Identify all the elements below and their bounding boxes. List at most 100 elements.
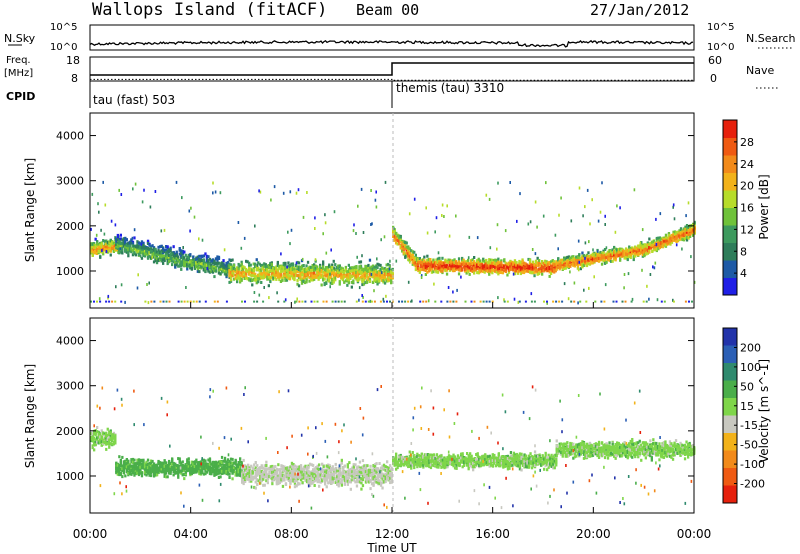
power-cell xyxy=(588,255,592,259)
power-cell xyxy=(220,270,224,274)
power-cell xyxy=(557,257,560,261)
power-cell xyxy=(155,261,159,265)
power-cell xyxy=(121,241,124,245)
power-cell xyxy=(311,264,314,267)
velocity-cell xyxy=(105,447,108,451)
power-cell xyxy=(358,260,361,264)
power-cell xyxy=(346,273,349,277)
power-cell xyxy=(99,244,102,248)
power-cell xyxy=(408,256,411,260)
power-cell xyxy=(287,274,290,278)
power-cell xyxy=(488,269,491,273)
power-cell xyxy=(223,265,227,269)
power-cell xyxy=(184,259,187,263)
power-cell xyxy=(418,267,421,271)
power-cell-ground xyxy=(322,300,325,303)
power-cell xyxy=(91,245,94,249)
power-cell xyxy=(178,247,181,250)
power-cell xyxy=(319,263,322,267)
power-cell xyxy=(237,270,240,274)
power-cell-ground xyxy=(313,300,316,303)
power-cell xyxy=(489,266,492,270)
power-cell xyxy=(246,270,249,273)
velocity-cell xyxy=(96,426,99,429)
power-cell-ground xyxy=(464,300,467,303)
power-cell xyxy=(619,251,622,255)
power-cell xyxy=(664,243,668,247)
power-cell xyxy=(666,241,669,245)
power-cell xyxy=(421,266,424,269)
power-cell xyxy=(654,247,657,251)
power-cell xyxy=(414,268,417,272)
power-cell xyxy=(359,260,363,264)
power-cell xyxy=(313,277,316,281)
power-cell xyxy=(461,258,464,262)
power-cell xyxy=(266,270,269,274)
power-cell xyxy=(143,249,147,253)
power-cell xyxy=(299,275,302,279)
power-cell xyxy=(388,265,391,269)
power-cell xyxy=(439,261,443,265)
power-cell xyxy=(462,261,465,265)
power-cell xyxy=(323,270,326,274)
power-cell xyxy=(670,240,674,244)
power-cell xyxy=(474,263,477,267)
power-cell-sparse xyxy=(577,268,580,272)
power-cell xyxy=(402,240,405,244)
power-cell xyxy=(365,265,369,268)
power-cell xyxy=(160,254,163,258)
power-cell-sparse xyxy=(586,188,589,192)
power-cell-ground xyxy=(470,300,473,303)
power-cell xyxy=(90,251,93,255)
power-cell xyxy=(503,265,506,269)
power-cell-ground xyxy=(585,300,588,303)
power-cell xyxy=(379,276,382,280)
power-cell-ground xyxy=(425,300,428,303)
power-cell xyxy=(675,240,678,243)
velocity-cell xyxy=(136,471,139,475)
power-cell xyxy=(119,237,122,241)
power-cell xyxy=(232,269,236,273)
power-cell-sparse xyxy=(329,285,331,289)
power-cell xyxy=(563,264,566,268)
power-cell xyxy=(278,264,281,268)
power-cell xyxy=(418,270,421,274)
power-cell-sparse xyxy=(325,251,328,255)
power-cell xyxy=(319,265,322,269)
power-cell xyxy=(450,267,453,271)
power-cell xyxy=(306,273,310,277)
power-cell xyxy=(564,266,567,270)
power-cell xyxy=(667,237,671,241)
power-cell xyxy=(459,262,462,266)
power-cell xyxy=(308,265,311,269)
power-cell xyxy=(223,272,227,276)
power-cell xyxy=(536,270,539,274)
power-cell-sparse xyxy=(536,225,538,229)
velocity-cell xyxy=(125,470,128,474)
power-cell xyxy=(229,271,233,275)
power-cell-sparse xyxy=(452,290,454,294)
power-cell xyxy=(405,251,408,255)
power-cell xyxy=(248,269,251,273)
power-cell xyxy=(90,249,93,253)
velocity-cell xyxy=(118,469,121,472)
power-cell xyxy=(248,278,251,282)
power-cell xyxy=(436,260,440,264)
power-cell xyxy=(220,263,224,267)
power-cell xyxy=(183,259,186,262)
power-cell xyxy=(599,253,602,257)
power-cell xyxy=(257,278,260,282)
velocity-cell xyxy=(137,466,141,470)
power-cell xyxy=(137,253,141,257)
power-cell xyxy=(560,262,563,265)
power-cell xyxy=(387,275,390,279)
power-cell xyxy=(220,268,224,272)
power-cell xyxy=(252,274,255,278)
power-cell xyxy=(575,255,578,259)
power-cell-sparse xyxy=(322,232,324,236)
power-cell-sparse xyxy=(287,230,289,234)
power-cell-sparse xyxy=(358,286,361,290)
power-cell xyxy=(585,261,589,265)
power-cell-sparse xyxy=(148,281,150,285)
power-cell xyxy=(489,258,492,262)
